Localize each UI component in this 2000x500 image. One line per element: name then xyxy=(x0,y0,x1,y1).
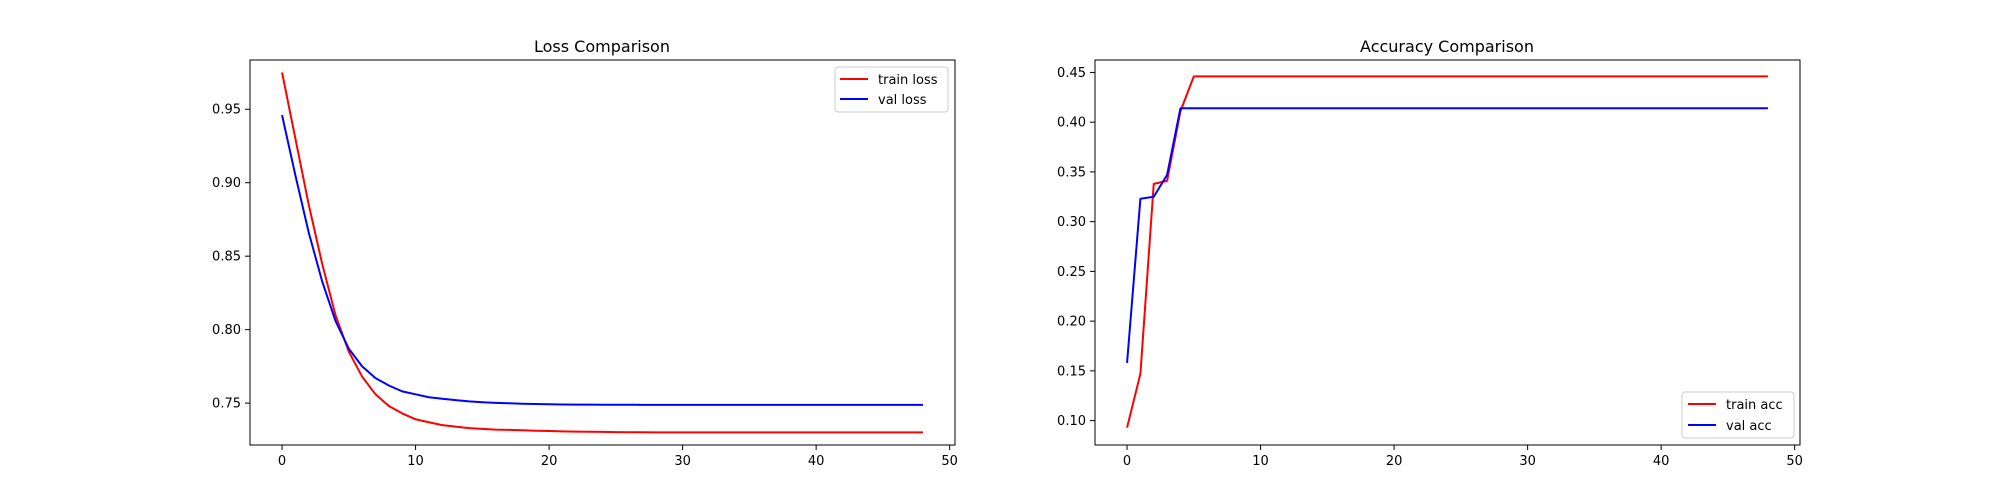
legend-label-train-acc: train acc xyxy=(1726,398,1783,413)
accuracy-x-tick-label: 20 xyxy=(1386,454,1403,469)
accuracy-y-tick-label: 0.40 xyxy=(1057,116,1086,131)
loss-chart-title: Loss Comparison xyxy=(534,37,670,56)
loss-y-tick-label: 0.80 xyxy=(212,323,241,338)
accuracy-x-tick-label: 30 xyxy=(1519,454,1536,469)
series-line-train-loss xyxy=(281,72,923,434)
loss-chart-y-ticks: 0.75 0.80 0.85 0.90 0.95 xyxy=(212,103,250,412)
loss-chart: Loss Comparison 0 10 20 30 40 50 0.75 0.80 0.85… xyxy=(212,37,958,469)
accuracy-chart-legend: train acc val acc xyxy=(1681,391,1795,439)
series-line-train-acc xyxy=(1126,75,1768,428)
series-line-val-loss xyxy=(281,114,923,406)
loss-y-tick-label: 0.75 xyxy=(212,397,241,412)
loss-x-tick-label: 20 xyxy=(541,454,558,469)
loss-chart-lines xyxy=(281,72,923,434)
loss-chart-axes-frame xyxy=(249,59,956,446)
accuracy-x-tick-label: 0 xyxy=(1123,454,1131,469)
loss-y-tick-label: 0.85 xyxy=(212,250,241,265)
accuracy-y-tick-label: 0.15 xyxy=(1057,364,1086,379)
loss-x-tick-label: 30 xyxy=(674,454,691,469)
accuracy-y-tick-label: 0.45 xyxy=(1057,66,1086,81)
accuracy-chart-y-ticks: 0.10 0.15 0.20 0.25 0.30 0.35 0.40 0.45 xyxy=(1057,66,1095,429)
loss-y-tick-label: 0.90 xyxy=(212,176,241,191)
accuracy-y-tick-label: 0.30 xyxy=(1057,215,1086,230)
legend-label-train-loss: train loss xyxy=(878,73,938,88)
accuracy-x-tick-label: 10 xyxy=(1252,454,1269,469)
accuracy-chart-title: Accuracy Comparison xyxy=(1360,37,1534,56)
accuracy-chart-axes-frame xyxy=(1094,59,1801,446)
loss-x-tick-label: 0 xyxy=(278,454,286,469)
accuracy-y-tick-label: 0.35 xyxy=(1057,165,1086,180)
accuracy-x-tick-label: 50 xyxy=(1786,454,1803,469)
accuracy-x-tick-label: 40 xyxy=(1653,454,1670,469)
loss-chart-legend: train loss val loss xyxy=(834,66,949,113)
accuracy-chart-lines xyxy=(1126,75,1768,428)
loss-chart-x-ticks: 0 10 20 30 40 50 xyxy=(278,445,958,469)
accuracy-chart: Accuracy Comparison 0 10 20 30 40 50 0.10 0.15… xyxy=(1057,37,1803,469)
accuracy-y-tick-label: 0.20 xyxy=(1057,315,1086,330)
accuracy-y-tick-label: 0.25 xyxy=(1057,265,1086,280)
loss-x-tick-label: 40 xyxy=(808,454,825,469)
accuracy-y-tick-label: 0.10 xyxy=(1057,414,1086,429)
accuracy-chart-x-ticks: 0 10 20 30 40 50 xyxy=(1123,445,1803,469)
legend-label-val-acc: val acc xyxy=(1726,419,1772,434)
loss-x-tick-label: 10 xyxy=(407,454,424,469)
loss-y-tick-label: 0.95 xyxy=(212,103,241,118)
loss-x-tick-label: 50 xyxy=(941,454,958,469)
legend-label-val-loss: val loss xyxy=(878,93,927,108)
series-line-val-acc xyxy=(1126,107,1768,364)
